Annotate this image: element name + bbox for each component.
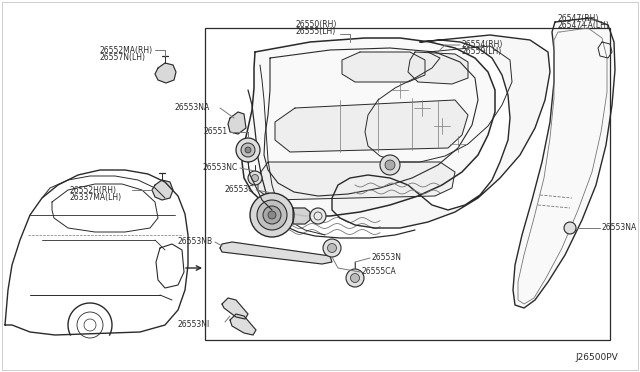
Circle shape: [250, 193, 294, 237]
Text: 26553NC: 26553NC: [203, 163, 238, 172]
Polygon shape: [275, 100, 468, 152]
Circle shape: [310, 208, 326, 224]
Text: 26553NB: 26553NB: [178, 237, 213, 246]
Polygon shape: [408, 52, 468, 84]
Text: 26559(LH): 26559(LH): [462, 47, 502, 56]
Text: 26553N: 26553N: [372, 253, 402, 262]
Text: 26547(RH): 26547(RH): [558, 14, 600, 23]
Polygon shape: [222, 298, 248, 319]
Text: 26554(RH): 26554(RH): [462, 40, 504, 49]
Text: 26555(LH): 26555(LH): [295, 27, 335, 36]
Circle shape: [385, 160, 395, 170]
Circle shape: [380, 155, 400, 175]
Polygon shape: [228, 112, 246, 134]
Text: 26555CA: 26555CA: [362, 267, 397, 276]
Circle shape: [263, 206, 281, 224]
Text: 26552H(RH): 26552H(RH): [70, 186, 117, 195]
Circle shape: [268, 211, 276, 219]
Text: 26553NA: 26553NA: [602, 223, 637, 232]
Text: 26550(RH): 26550(RH): [295, 20, 337, 29]
Polygon shape: [258, 162, 455, 200]
Text: 26552MA(RH): 26552MA(RH): [100, 46, 153, 55]
Circle shape: [252, 174, 259, 182]
Polygon shape: [332, 35, 550, 228]
Text: 26553C: 26553C: [225, 185, 254, 194]
Text: 26553NI: 26553NI: [178, 320, 210, 329]
Text: 26553NA: 26553NA: [175, 103, 210, 112]
Circle shape: [564, 222, 576, 234]
Circle shape: [248, 171, 262, 185]
Polygon shape: [513, 18, 615, 308]
Circle shape: [328, 244, 337, 253]
Bar: [205, 28, 610, 340]
Text: 26557N(LH): 26557N(LH): [100, 53, 146, 62]
Text: 26551: 26551: [204, 127, 228, 136]
Text: J26500PV: J26500PV: [575, 353, 618, 362]
Text: 26337MA(LH): 26337MA(LH): [70, 193, 122, 202]
Circle shape: [241, 143, 255, 157]
Circle shape: [346, 269, 364, 287]
Text: 26547+A(LH): 26547+A(LH): [558, 21, 610, 30]
Polygon shape: [230, 314, 256, 335]
Polygon shape: [220, 242, 332, 264]
Polygon shape: [242, 38, 495, 216]
Circle shape: [236, 138, 260, 162]
Polygon shape: [152, 180, 173, 200]
Polygon shape: [293, 208, 310, 224]
Circle shape: [245, 147, 251, 153]
Polygon shape: [342, 52, 425, 82]
Polygon shape: [155, 63, 176, 83]
Circle shape: [323, 239, 341, 257]
Circle shape: [257, 200, 287, 230]
Circle shape: [351, 273, 360, 282]
